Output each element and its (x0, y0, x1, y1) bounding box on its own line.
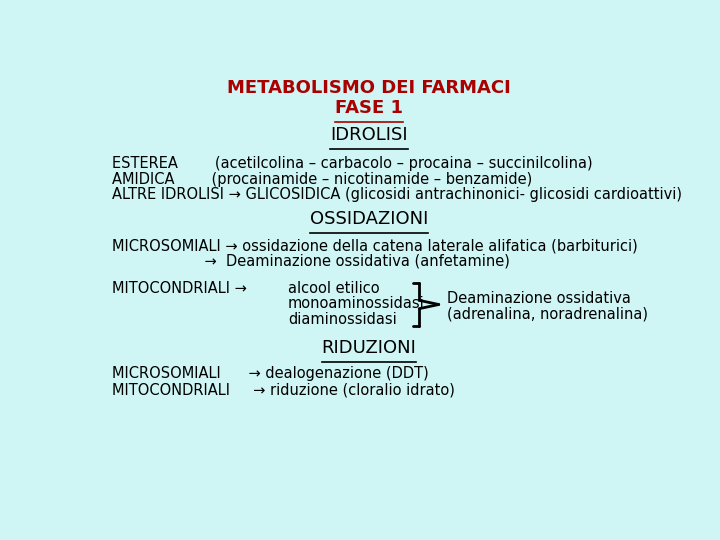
Text: (adrenalina, noradrenalina): (adrenalina, noradrenalina) (447, 307, 648, 322)
Text: Deaminazione ossidativa: Deaminazione ossidativa (447, 291, 631, 306)
Text: diaminossidasi: diaminossidasi (288, 312, 397, 327)
Text: RIDUZIONI: RIDUZIONI (322, 339, 416, 356)
Text: monoaminossidasi: monoaminossidasi (288, 296, 425, 312)
Text: FASE 1: FASE 1 (335, 99, 403, 118)
Text: alcool etilico: alcool etilico (288, 281, 379, 296)
Text: ALTRE IDROLISI → GLICOSIDICA (glicosidi antrachinonici- glicosidi cardioattivi): ALTRE IDROLISI → GLICOSIDICA (glicosidi … (112, 187, 683, 202)
Text: MITOCONDRIALI →: MITOCONDRIALI → (112, 281, 247, 296)
Text: AMIDICA        (procainamide – nicotinamide – benzamide): AMIDICA (procainamide – nicotinamide – b… (112, 172, 533, 187)
Text: IDROLISI: IDROLISI (330, 126, 408, 145)
Text: OSSIDAZIONI: OSSIDAZIONI (310, 211, 428, 228)
Text: MICROSOMIALI → ossidazione della catena laterale alifatica (barbiturici): MICROSOMIALI → ossidazione della catena … (112, 238, 638, 253)
Text: MITOCONDRIALI     → riduzione (cloralio idrato): MITOCONDRIALI → riduzione (cloralio idra… (112, 382, 455, 397)
Text: MICROSOMIALI      → dealogenazione (DDT): MICROSOMIALI → dealogenazione (DDT) (112, 366, 429, 381)
Text: METABOLISMO DEI FARMACI: METABOLISMO DEI FARMACI (227, 79, 511, 97)
Text: →  Deaminazione ossidativa (anfetamine): → Deaminazione ossidativa (anfetamine) (112, 254, 510, 268)
Text: ESTEREA        (acetilcolina – carbacolo – procaina – succinilcolina): ESTEREA (acetilcolina – carbacolo – proc… (112, 156, 593, 171)
